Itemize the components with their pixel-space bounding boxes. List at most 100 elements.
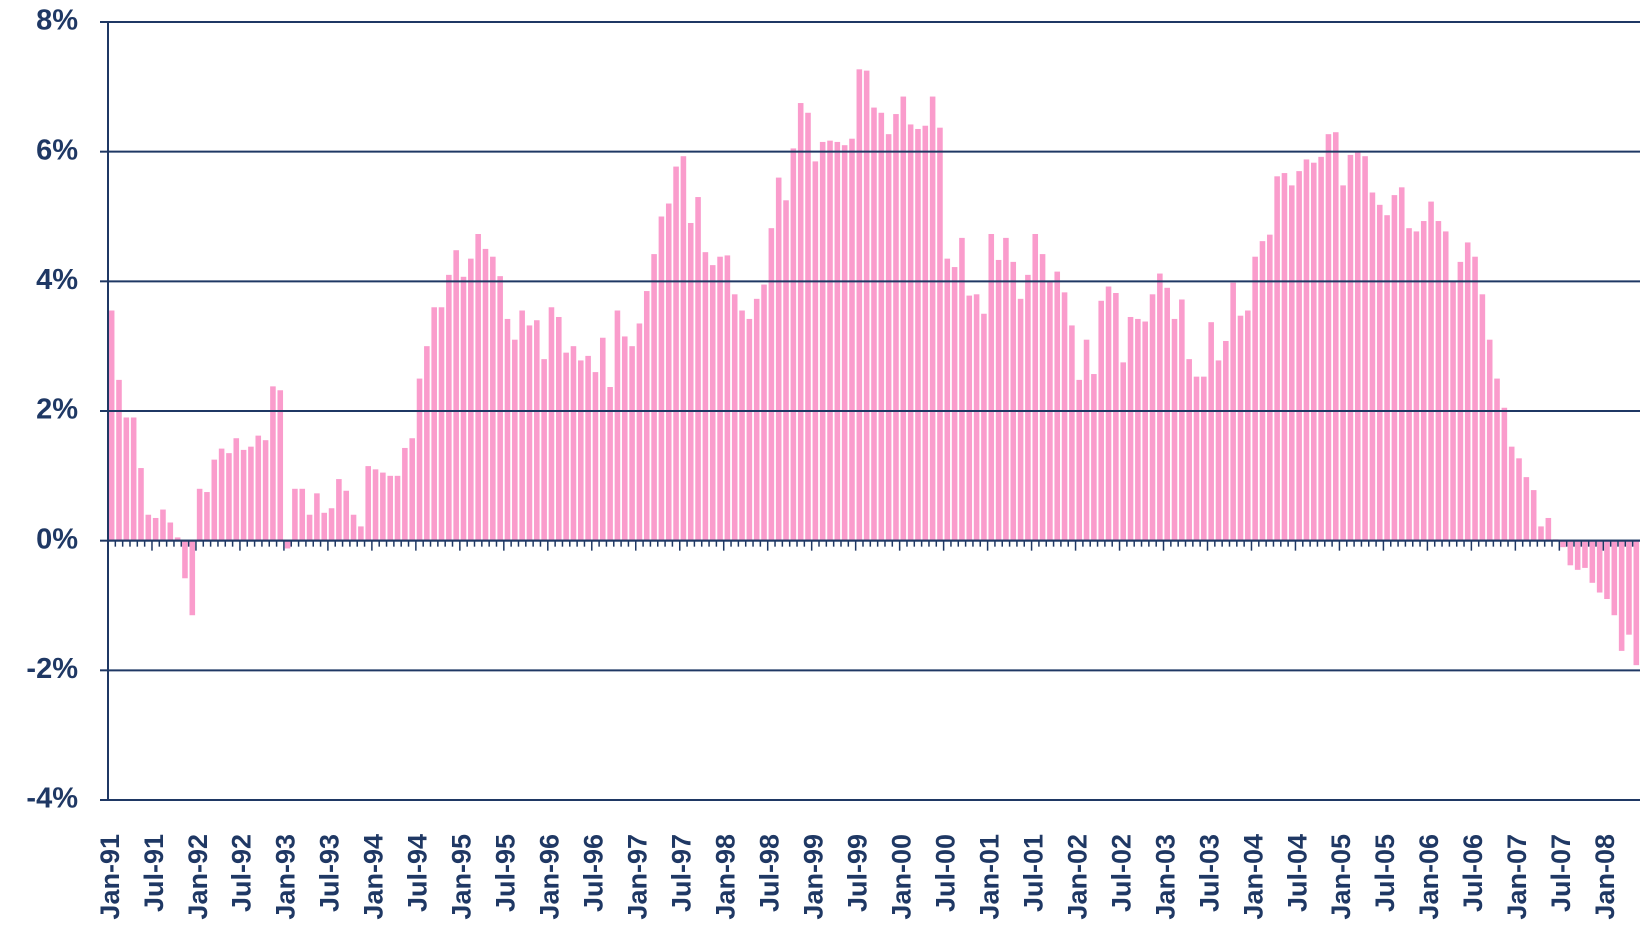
- bar: [1479, 294, 1486, 541]
- bar: [1384, 215, 1390, 541]
- bar: [966, 295, 973, 541]
- bar: [636, 323, 643, 541]
- bar: [1413, 231, 1420, 541]
- bar: [1325, 134, 1332, 541]
- bar: [189, 540, 196, 616]
- bar: [1105, 286, 1112, 541]
- bar: [1157, 273, 1163, 541]
- bar: [211, 459, 218, 541]
- x-tick-label: Jan-07: [1502, 834, 1532, 920]
- bar: [1494, 378, 1500, 541]
- x-tick-label: Jul-03: [1194, 834, 1224, 912]
- bar: [856, 69, 863, 541]
- bar: [1626, 540, 1632, 635]
- x-tick-label: Jan-96: [535, 834, 565, 920]
- bar: [1435, 221, 1442, 541]
- bar: [827, 140, 833, 541]
- bar: [577, 360, 584, 541]
- bar: [424, 346, 430, 541]
- bar: [306, 514, 313, 541]
- bar: [1289, 185, 1295, 541]
- bar: [849, 138, 855, 541]
- bar: [556, 316, 562, 541]
- bar: [885, 134, 892, 541]
- bar: [592, 372, 599, 541]
- bar: [519, 310, 525, 541]
- bar: [1259, 241, 1266, 541]
- bar: [1611, 540, 1618, 616]
- bar: [739, 310, 745, 541]
- bar: [812, 161, 819, 541]
- y-tick-label: -2%: [26, 653, 78, 685]
- bar: [797, 103, 804, 541]
- bar: [358, 526, 364, 541]
- bar: [1428, 201, 1434, 541]
- bar: [1267, 234, 1273, 541]
- x-tick-label: Jan-98: [711, 834, 741, 920]
- x-tick-label: Jul-98: [754, 834, 784, 912]
- x-tick-label: Jul-96: [579, 834, 609, 912]
- bar: [805, 112, 811, 541]
- bar: [607, 387, 613, 541]
- bar: [453, 250, 459, 541]
- bar: [1574, 540, 1581, 570]
- x-tick-label: Jul-06: [1458, 834, 1488, 912]
- bar: [1017, 298, 1024, 541]
- bar: [255, 435, 262, 541]
- x-tick-label: Jan-99: [798, 834, 828, 920]
- bar: [944, 258, 951, 541]
- bar: [387, 475, 393, 541]
- bar: [1391, 195, 1398, 541]
- bar: [753, 298, 760, 541]
- bar: [687, 222, 694, 541]
- bar: [394, 475, 401, 541]
- bar: [1354, 151, 1361, 541]
- bar: [1193, 376, 1200, 541]
- bar: [973, 294, 980, 541]
- bar: [783, 200, 789, 541]
- bar: [900, 96, 907, 541]
- bar: [1464, 242, 1471, 541]
- x-tick-label: Jul-92: [227, 834, 257, 912]
- bar: [995, 259, 1002, 541]
- bar: [834, 141, 841, 541]
- bar: [1237, 315, 1244, 541]
- bar: [702, 252, 709, 541]
- bar: [343, 490, 350, 541]
- bar: [350, 514, 357, 541]
- bar: [416, 378, 423, 541]
- bar: [863, 70, 870, 541]
- bar: [196, 488, 203, 541]
- bar: [915, 128, 921, 541]
- bar: [819, 141, 826, 541]
- bar: [1582, 540, 1588, 568]
- bar: [402, 447, 408, 541]
- x-tick-label: Jan-06: [1414, 834, 1444, 920]
- bar: [1362, 156, 1368, 541]
- bar: [438, 307, 445, 541]
- bar: [1310, 162, 1317, 541]
- bar: [504, 318, 511, 541]
- bar: [1054, 271, 1061, 541]
- bar: [372, 469, 379, 541]
- bar: [365, 466, 372, 541]
- bar: [570, 346, 577, 541]
- bar: [1633, 540, 1640, 666]
- bar: [240, 449, 247, 541]
- y-tick-label: 6%: [36, 134, 78, 166]
- bar: [1010, 261, 1017, 541]
- bar: [152, 517, 159, 541]
- x-tick-label: Jan-08: [1590, 834, 1620, 920]
- bar: [1369, 192, 1376, 541]
- x-tick-label: Jul-93: [315, 834, 345, 912]
- bar: [643, 291, 650, 541]
- bar: [658, 216, 665, 541]
- bar: [1406, 228, 1412, 541]
- bar: [1560, 540, 1566, 548]
- bars: [108, 69, 1640, 666]
- y-tick-label: 4%: [36, 264, 78, 296]
- bar: [1347, 154, 1354, 541]
- bar: [1442, 231, 1449, 541]
- bar: [526, 325, 533, 541]
- x-tick-label: Jan-94: [359, 834, 389, 920]
